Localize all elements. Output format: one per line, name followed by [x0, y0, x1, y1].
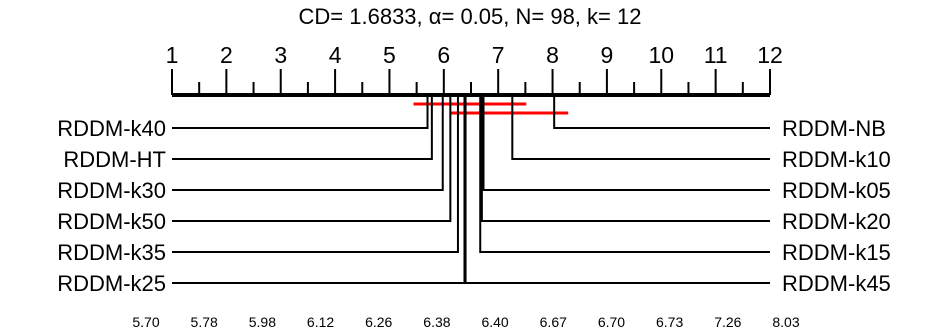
method-line: [511, 95, 770, 160]
rank-value-label: 6.26: [365, 314, 392, 330]
method-label: RDDM-k30: [57, 178, 166, 203]
method-label: RDDM-k05: [782, 178, 891, 203]
clique-bars: [413, 102, 569, 115]
method-lines: RDDM-k40 RDDM-HT RDDM-k30 RDDM-k50 RDDM-k35 R…: [57, 95, 891, 296]
rank-value-label: 7.26: [714, 314, 741, 330]
method-line: [553, 95, 770, 129]
method-label: RDDM-k15: [782, 240, 891, 265]
rank-labels: 5.70 5.78 5.98 6.12 6.26 6.38 6.40 6.67 6.70 6.73…: [132, 314, 799, 330]
method-label: RDDM-NB: [782, 116, 886, 141]
tick-label: 2: [220, 42, 233, 68]
method-line: [172, 95, 466, 284]
tick-label: 12: [757, 42, 783, 68]
tick-label: 4: [329, 42, 342, 68]
rank-axis: 1 2 3 4 5 6 7 8 9 10 11 12: [166, 42, 783, 97]
rank-value-label: 5.98: [249, 314, 276, 330]
method-label: RDDM-k45: [782, 271, 891, 296]
rank-value-label: 6.38: [423, 314, 450, 330]
method-line: [480, 95, 770, 222]
tick-label: 10: [648, 42, 674, 68]
rank-value-label: 6.70: [598, 314, 625, 330]
tick-label: 9: [601, 42, 614, 68]
method-line: [172, 95, 459, 253]
method-label: RDDM-k10: [782, 147, 891, 172]
rank-value-label: 5.78: [191, 314, 218, 330]
tick-label: 5: [383, 42, 396, 68]
method-label: RDDM-k40: [57, 116, 166, 141]
rank-value-label: 6.12: [307, 314, 334, 330]
rank-value-label: 6.67: [540, 314, 567, 330]
method-label: RDDM-k35: [57, 240, 166, 265]
method-label: RDDM-k25: [57, 271, 166, 296]
tick-label: 1: [166, 42, 179, 68]
method-line: [172, 95, 433, 160]
tick-label: 3: [274, 42, 287, 68]
method-line: [464, 95, 770, 284]
tick-label: 7: [492, 42, 505, 68]
method-line: [482, 95, 770, 191]
method-line: [172, 95, 444, 191]
rank-value-label: 8.03: [772, 314, 799, 330]
tick-label: 6: [437, 42, 450, 68]
tick-label: 11: [704, 42, 728, 68]
tick-label: 8: [546, 42, 559, 68]
method-line: [479, 95, 770, 253]
method-line: [172, 95, 452, 222]
method-label: RDDM-k20: [782, 209, 891, 234]
method-label: RDDM-HT: [63, 147, 166, 172]
method-label: RDDM-k50: [57, 209, 166, 234]
rank-value-label: 6.40: [481, 314, 508, 330]
rank-value-label: 6.73: [656, 314, 683, 330]
method-line: [172, 95, 429, 129]
rank-value-label: 5.70: [132, 314, 159, 330]
chart-title: CD= 1.6833, α= 0.05, N= 98, k= 12: [299, 4, 642, 29]
